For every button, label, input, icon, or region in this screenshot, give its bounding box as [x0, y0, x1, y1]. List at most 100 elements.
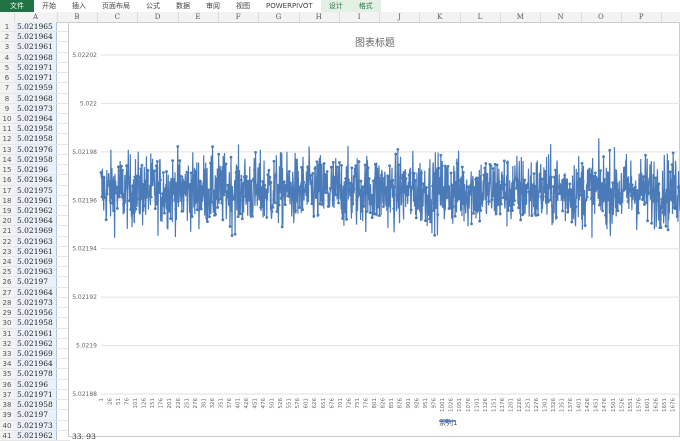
cell-a[interactable]: 5.021961 — [14, 42, 57, 52]
row-number[interactable]: 16 — [0, 175, 14, 185]
column-header[interactable]: L — [460, 12, 501, 22]
row-number[interactable]: 2 — [0, 32, 14, 42]
ribbon-tab[interactable]: POWERPIVOT — [266, 2, 313, 10]
row-number[interactable]: 7 — [0, 83, 14, 93]
row-number[interactable]: 33 — [0, 349, 14, 359]
row-number[interactable]: 28 — [0, 297, 14, 308]
row-number[interactable]: 9 — [0, 103, 14, 113]
cell-a[interactable]: 5.021961 — [14, 328, 57, 338]
cell-a[interactable]: 5.021963 — [14, 267, 57, 277]
column-header[interactable]: H — [299, 12, 340, 22]
cell-a[interactable]: 5.02197 — [14, 277, 57, 287]
cell-a[interactable]: 5.02196 — [14, 379, 57, 389]
cell-a[interactable]: 5.021973 — [14, 297, 57, 308]
row-number[interactable]: 41 — [0, 430, 14, 440]
cell-a[interactable]: 5.021965 — [14, 22, 57, 32]
row-number[interactable]: 39 — [0, 410, 14, 420]
row-number[interactable]: 12 — [0, 134, 14, 144]
column-header[interactable]: I — [339, 12, 381, 22]
row-number[interactable]: 10 — [0, 113, 14, 124]
row-number[interactable]: 36 — [0, 379, 14, 389]
cell-a[interactable]: 5.021973 — [14, 420, 57, 430]
row-number[interactable]: 23 — [0, 246, 14, 257]
cell-a[interactable]: 5.021968 — [14, 52, 57, 62]
row-number[interactable]: 25 — [0, 267, 14, 277]
row-number[interactable]: 5 — [0, 62, 14, 73]
column-header[interactable]: B — [57, 12, 98, 22]
ribbon-tab[interactable]: 文件 — [0, 0, 34, 12]
select-all-corner[interactable] — [0, 12, 15, 22]
cell-a[interactable]: 5.021964 — [14, 32, 57, 42]
row-number[interactable]: 24 — [0, 257, 14, 267]
cell-a[interactable]: 5.021958 — [14, 318, 57, 328]
ribbon-tab[interactable]: 视图 — [236, 2, 250, 10]
row-number[interactable]: 17 — [0, 185, 14, 195]
row-number[interactable]: 34 — [0, 359, 14, 369]
legend[interactable]: 系列1 — [439, 418, 457, 428]
column-header[interactable]: C — [97, 12, 139, 22]
column-header[interactable]: A — [14, 12, 58, 22]
row-number[interactable]: 29 — [0, 308, 14, 318]
row-number[interactable]: 22 — [0, 236, 14, 246]
row-number[interactable]: 32 — [0, 338, 14, 348]
cell-a[interactable]: 5.021958 — [14, 124, 57, 134]
row-number[interactable]: 40 — [0, 420, 14, 430]
cell-b41[interactable]: 33. 93 — [72, 432, 96, 441]
row-number[interactable]: 8 — [0, 93, 14, 103]
row-number[interactable]: 35 — [0, 369, 14, 379]
cell-a[interactable]: 5.02196 — [14, 165, 57, 175]
ribbon-tab[interactable]: 插入 — [72, 2, 86, 10]
column-header[interactable]: O — [581, 12, 622, 22]
cell-a[interactable]: 5.021971 — [14, 389, 57, 400]
cell-a[interactable]: 5.021968 — [14, 93, 57, 103]
cell-a[interactable]: 5.021958 — [14, 134, 57, 144]
row-number[interactable]: 18 — [0, 195, 14, 205]
ribbon-tab[interactable]: 页面布局 — [102, 2, 130, 10]
chart[interactable]: 图表标题 5.02202 5.022 5.02198 5.02196 5.02194 5.… — [68, 22, 680, 437]
row-number[interactable]: 21 — [0, 226, 14, 236]
cell-a[interactable]: 5.021961 — [14, 246, 57, 257]
cell-a[interactable]: 5.021956 — [14, 308, 57, 318]
cell-a[interactable]: 5.021958 — [14, 154, 57, 165]
column-header[interactable]: P — [621, 12, 663, 22]
column-header[interactable]: J — [379, 12, 421, 22]
ribbon-tab[interactable]: 格式 — [350, 0, 381, 12]
column-header[interactable]: K — [420, 12, 461, 22]
column-header[interactable]: M — [500, 12, 542, 22]
cell-a[interactable]: 5.021975 — [14, 185, 57, 195]
cell-a[interactable]: 5.021976 — [14, 144, 57, 154]
cell-a[interactable]: 5.021963 — [14, 236, 57, 246]
cell-a[interactable]: 5.021958 — [14, 400, 57, 410]
row-number[interactable]: 15 — [0, 165, 14, 175]
row-number[interactable]: 1 — [0, 22, 14, 32]
cell-a[interactable]: 5.021962 — [14, 205, 57, 216]
cell-a[interactable]: 5.021971 — [14, 62, 57, 73]
cell-a[interactable]: 5.021964 — [14, 287, 57, 297]
ribbon-tab[interactable]: 审阅 — [206, 2, 220, 10]
row-number[interactable]: 37 — [0, 389, 14, 400]
row-number[interactable]: 20 — [0, 216, 14, 226]
row-number[interactable]: 26 — [0, 277, 14, 287]
ribbon-tab[interactable]: 开始 — [42, 2, 56, 10]
chart-title[interactable]: 图表标题 — [355, 38, 395, 49]
cell-a[interactable]: 5.021962 — [14, 430, 57, 440]
column-header[interactable]: G — [259, 12, 300, 22]
row-number[interactable]: 6 — [0, 73, 14, 83]
row-number[interactable]: 31 — [0, 328, 14, 338]
cell-a[interactable]: 5.021978 — [14, 369, 57, 379]
cell-a[interactable]: 5.021961 — [14, 195, 57, 205]
cell-a[interactable]: 5.021969 — [14, 349, 57, 359]
cell-a[interactable]: 5.021973 — [14, 103, 57, 113]
cell-a[interactable]: 5.021959 — [14, 83, 57, 93]
cell-a[interactable]: 5.021964 — [14, 216, 57, 226]
ribbon-tab[interactable]: 公式 — [146, 2, 160, 10]
column-header[interactable]: F — [218, 12, 260, 22]
row-number[interactable]: 4 — [0, 52, 14, 62]
ribbon-tab[interactable]: 设计 — [320, 0, 351, 12]
row-number[interactable]: 19 — [0, 205, 14, 216]
column-header[interactable]: E — [178, 12, 219, 22]
row-number[interactable]: 38 — [0, 400, 14, 410]
cell-a[interactable]: 5.021964 — [14, 113, 57, 124]
cell-a[interactable]: 5.021964 — [14, 359, 57, 369]
row-number[interactable]: 13 — [0, 144, 14, 154]
